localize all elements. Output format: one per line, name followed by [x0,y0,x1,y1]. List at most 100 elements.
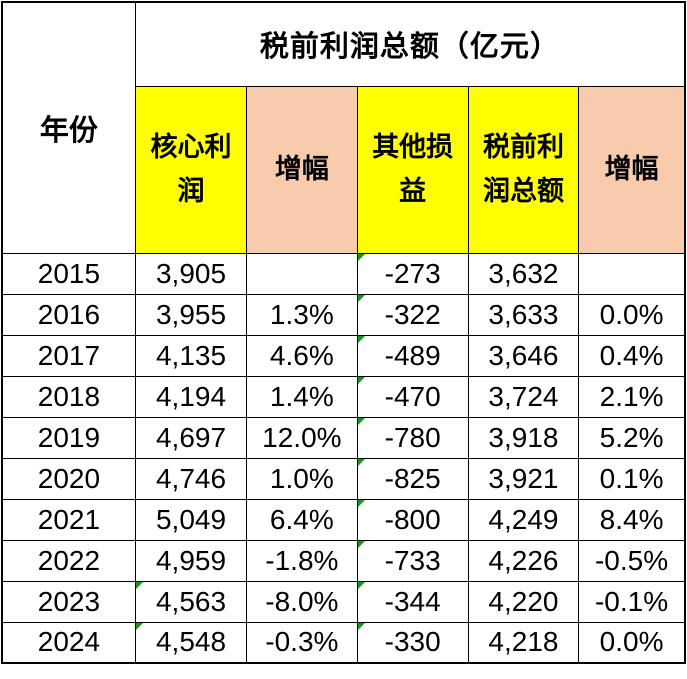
cell-core-growth: -1.8% [246,539,358,582]
excel-error-indicator-icon [358,500,365,507]
table-row-2021: 2021 5,049 6.4% -800 4,249 8.4% [1,498,686,541]
year-value: 2016 [37,298,101,330]
other-gains-value: -825 [384,462,441,494]
cell-pretax-growth: 5.2% [578,416,686,459]
table-row-2022: 2022 4,959 -1.8% -733 4,226 -0.5% [1,539,686,582]
year-column-header: 年份 [1,1,136,254]
core-profit-value: 4,959 [155,544,227,576]
cell-core-growth: -0.3% [246,621,358,664]
cell-core-growth: 1.3% [246,293,358,336]
cell-other-gains-losses: -489 [356,334,469,377]
year-value: 2023 [37,585,101,617]
cell-year: 2021 [1,498,136,541]
pretax-total-value: 4,226 [488,544,559,576]
pretax-growth-value: 5.2% [599,421,664,453]
other-gains-value: -733 [384,544,441,576]
header-row-title: 年份 税前利润总额（亿元） [1,1,686,254]
excel-error-indicator-icon [358,336,365,343]
excel-error-indicator-icon [358,254,365,261]
excel-error-indicator-icon [136,582,143,589]
cell-other-gains-losses: -825 [356,457,469,500]
table-row-2024: 2024 4,548 -0.3% -330 4,218 0.0% [1,621,686,664]
core-growth-value: 1.3% [269,298,334,330]
pretax-total-value: 3,633 [488,298,559,330]
cell-year: 2023 [1,580,136,623]
core-profit-value: 4,548 [155,626,227,658]
core-profit-value: 4,563 [155,585,227,617]
cell-other-gains-losses: -344 [356,580,469,623]
year-value: 2015 [37,257,101,289]
cell-core-growth: 6.4% [246,498,358,541]
core-profit-value: 5,049 [155,503,227,535]
excel-error-indicator-icon [358,623,365,630]
pretax-total-value: 3,918 [488,421,559,453]
cell-pretax-growth: 8.4% [578,498,686,541]
core-profit-value: 3,955 [155,298,227,330]
cell-core-growth: -8.0% [246,580,358,623]
cell-pretax-total: 3,921 [467,457,580,500]
cell-core-profit: 4,135 [134,334,248,377]
cell-other-gains-losses: -733 [356,539,469,582]
cell-pretax-growth: 0.1% [578,457,686,500]
year-value: 2024 [37,626,101,658]
pretax-total-value: 4,249 [488,503,559,535]
core-profit-value: 3,905 [155,257,227,289]
cell-core-profit: 4,548 [134,621,248,664]
core-growth-value: 6.4% [269,503,334,535]
core-profit-value: 4,194 [155,380,227,412]
excel-error-indicator-icon [358,377,365,384]
pretax-growth-value: 0.0% [599,626,664,658]
other-gains-value: -330 [384,626,441,658]
cell-core-growth [246,252,358,295]
table-row-2016: 2016 3,955 1.3% -322 3,633 0.0% [1,293,686,336]
cell-core-profit: 4,194 [134,375,248,418]
cell-pretax-total: 3,724 [467,375,580,418]
cell-pretax-total: 4,220 [467,580,580,623]
other-gains-value: -780 [384,421,441,453]
table-row-2015: 2015 3,905 -273 3,632 [1,252,686,295]
year-value: 2020 [37,462,101,494]
table-title: 税前利润总额（亿元） [134,1,686,87]
col-header-other-gains-losses: 其他损 益 [356,85,469,254]
core-growth-value: 4.6% [269,339,334,371]
cell-core-profit: 4,746 [134,457,248,500]
pretax-profit-table: 年份 税前利润总额（亿元） 核心利 润 增幅 其他损 益 税前利 润总额 增幅 … [1,1,686,664]
cell-core-profit: 3,905 [134,252,248,295]
excel-error-indicator-icon [358,582,365,589]
table-row-2017: 2017 4,135 4.6% -489 3,646 0.4% [1,334,686,377]
cell-pretax-growth: -0.1% [578,580,686,623]
cell-other-gains-losses: -322 [356,293,469,336]
cell-year: 2016 [1,293,136,336]
other-gains-value: -800 [384,503,441,535]
col-header-core-growth: 增幅 [246,85,358,254]
cell-pretax-total: 3,646 [467,334,580,377]
col-header-pretax-growth: 增幅 [578,85,686,254]
cell-pretax-growth: -0.5% [578,539,686,582]
table-row-2023: 2023 4,563 -8.0% -344 4,220 -0.1% [1,580,686,623]
cell-year: 2019 [1,416,136,459]
pretax-total-value: 3,632 [488,257,559,289]
core-profit-value: 4,697 [155,421,227,453]
other-gains-value: -322 [384,298,441,330]
pretax-total-value: 3,724 [488,380,559,412]
pretax-growth-value: 0.4% [599,339,664,371]
year-value: 2017 [37,339,101,371]
cell-year: 2018 [1,375,136,418]
col-header-pretax-total: 税前利 润总额 [467,85,580,254]
pretax-total-value: 4,218 [488,626,559,658]
cell-other-gains-losses: -330 [356,621,469,664]
excel-error-indicator-icon [358,418,365,425]
excel-error-indicator-icon [358,459,365,466]
excel-error-indicator-icon [358,541,365,548]
cell-year: 2017 [1,334,136,377]
cell-pretax-growth [578,252,686,295]
excel-error-indicator-icon [358,295,365,302]
cell-pretax-total: 3,632 [467,252,580,295]
cell-core-growth: 1.4% [246,375,358,418]
pretax-growth-value: 0.0% [599,298,664,330]
cell-year: 2015 [1,252,136,295]
cell-year: 2022 [1,539,136,582]
pretax-total-value: 3,921 [488,462,559,494]
year-value: 2022 [37,544,101,576]
pretax-growth-value: 0.1% [599,462,664,494]
